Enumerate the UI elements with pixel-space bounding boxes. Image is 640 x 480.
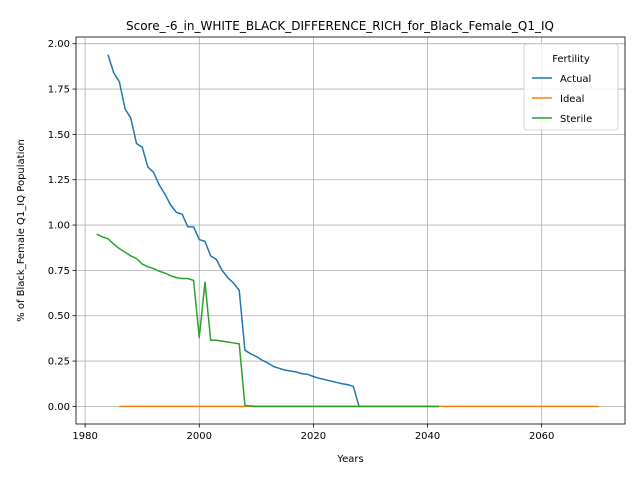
series-line-sterile xyxy=(96,233,439,408)
x-tick-label: 2000 xyxy=(187,431,212,442)
y-tick-label: 1.25 xyxy=(48,175,70,186)
legend-box xyxy=(523,43,619,131)
series-line-actual xyxy=(107,54,439,408)
y-axis-label: % of Black_Female Q1_IQ Population xyxy=(16,139,27,322)
x-tick-label: 2060 xyxy=(529,431,554,442)
legend-label-actual: Actual xyxy=(560,74,591,85)
x-tick-label: 2040 xyxy=(415,431,440,442)
legend-label-ideal: Ideal xyxy=(560,94,584,105)
y-tick-label: 1.00 xyxy=(48,221,70,232)
legend-label-sterile: Sterile xyxy=(560,114,592,125)
y-tick-label: 0.00 xyxy=(48,402,70,413)
y-tick-label: 1.50 xyxy=(48,130,70,141)
y-axis-ticks: 0.00 0.25 0.50 0.75 1.00 1.25 1.50 1.75 2.00 xyxy=(48,39,76,413)
x-axis-label: Years xyxy=(336,454,363,465)
y-tick-label: 2.00 xyxy=(48,39,70,50)
plot-frame xyxy=(75,36,626,425)
y-tick-label: 0.75 xyxy=(48,266,70,277)
y-tick-label: 0.50 xyxy=(48,311,70,322)
x-tick-label: 1980 xyxy=(72,431,97,442)
y-tick-label: 0.25 xyxy=(48,357,70,368)
legend: Fertility Actual Ideal Sterile xyxy=(523,43,619,131)
x-tick-label: 2020 xyxy=(301,431,326,442)
x-axis-ticks: 1980 2000 2020 2040 2060 xyxy=(72,424,554,442)
series-lines xyxy=(96,54,599,408)
y-tick-label: 1.75 xyxy=(48,85,70,96)
legend-title: Fertility xyxy=(552,54,590,65)
chart-title: Score_-6_in_WHITE_BLACK_DIFFERENCE_RICH_… xyxy=(126,19,554,33)
